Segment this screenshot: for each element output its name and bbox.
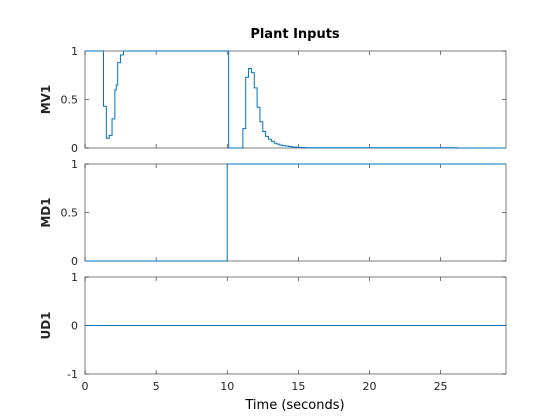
x-tick-label: 0 (82, 380, 89, 393)
plot-area (84, 163, 507, 262)
subplot-mv1: 0 0.5 1 MV1 (39, 45, 507, 155)
series-line-mv1 (85, 50, 506, 149)
y-tick-label: -1 (67, 368, 78, 381)
plot-area (84, 50, 507, 149)
series-line-md1 (85, 163, 506, 262)
x-axis-label: Time (seconds) (244, 398, 344, 413)
x-tick-label: 15 (291, 380, 305, 393)
y-tick-label: 1 (71, 45, 78, 58)
chart-title: Plant Inputs (250, 27, 340, 42)
x-tick-label: 20 (362, 380, 376, 393)
x-tick-label: 5 (153, 380, 160, 393)
y-tick-label: 0.5 (61, 207, 79, 220)
y-axis-label: UD1 (39, 311, 53, 339)
y-tick-label: 1 (71, 158, 78, 171)
y-tick-label: 1 (71, 271, 78, 284)
y-axis-label: MV1 (39, 85, 53, 115)
subplot-md1: 0 0.5 1 MD1 (39, 158, 507, 268)
x-tick-label: 25 (434, 380, 448, 393)
y-tick-label: 0 (71, 142, 78, 155)
y-tick-label: 0 (71, 320, 78, 333)
y-axis-label: MD1 (39, 197, 53, 227)
y-tick-label: 0 (71, 255, 78, 268)
y-tick-label: 0.5 (61, 94, 79, 107)
x-tick-label: 10 (220, 380, 234, 393)
